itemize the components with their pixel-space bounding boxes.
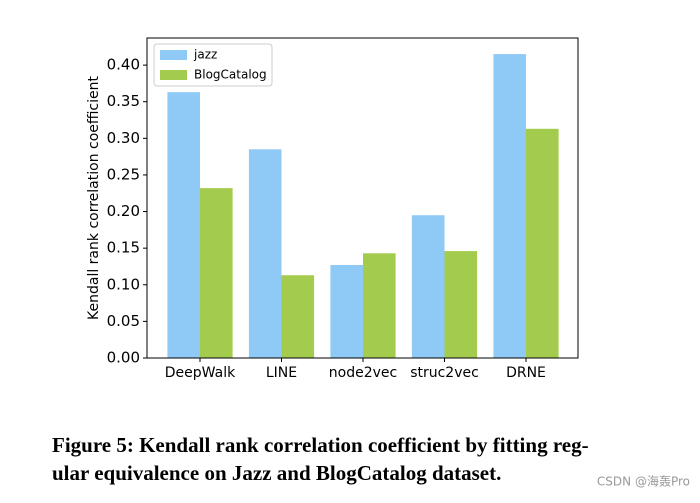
bar [444, 251, 478, 358]
bar [363, 253, 396, 358]
x-tick-label: LINE [266, 365, 297, 381]
legend-label: BlogCatalog [194, 68, 267, 82]
caption-line: ular equivalence on Jazz and BlogCatalog… [52, 461, 501, 485]
y-tick-label: 0.15 [107, 239, 140, 257]
y-tick-label: 0.20 [107, 202, 140, 220]
bar [248, 149, 282, 358]
y-tick-label: 0.05 [107, 312, 140, 330]
bar [330, 265, 363, 358]
y-tick-label: 0.35 [107, 92, 140, 110]
y-tick-label: 0.10 [107, 275, 140, 293]
y-axis-label: Kendall rank correlation coefficient [86, 76, 102, 320]
x-tick-label: DeepWalk [165, 365, 236, 381]
watermark: CSDN @海轰Pro [597, 474, 690, 489]
bar [167, 92, 200, 358]
legend-label: jazz [193, 48, 217, 62]
legend-swatch [160, 50, 187, 60]
y-tick-label: 0.25 [107, 165, 140, 183]
y-tick-label: 0.40 [107, 56, 140, 74]
bar [281, 275, 315, 358]
x-tick-label: struc2vec [410, 365, 479, 381]
x-tick-label: node2vec [329, 365, 397, 381]
bar [493, 54, 526, 359]
x-tick-label: DRNE [506, 365, 546, 381]
y-tick-label: 0.00 [107, 349, 140, 367]
legend-swatch [160, 70, 187, 80]
bar [411, 215, 445, 358]
plot-frame [146, 37, 579, 359]
caption-line: Figure 5: Kendall rank correlation coeff… [52, 433, 589, 457]
bar [200, 188, 233, 358]
bar [526, 128, 559, 358]
y-tick-label: 0.30 [107, 129, 140, 147]
